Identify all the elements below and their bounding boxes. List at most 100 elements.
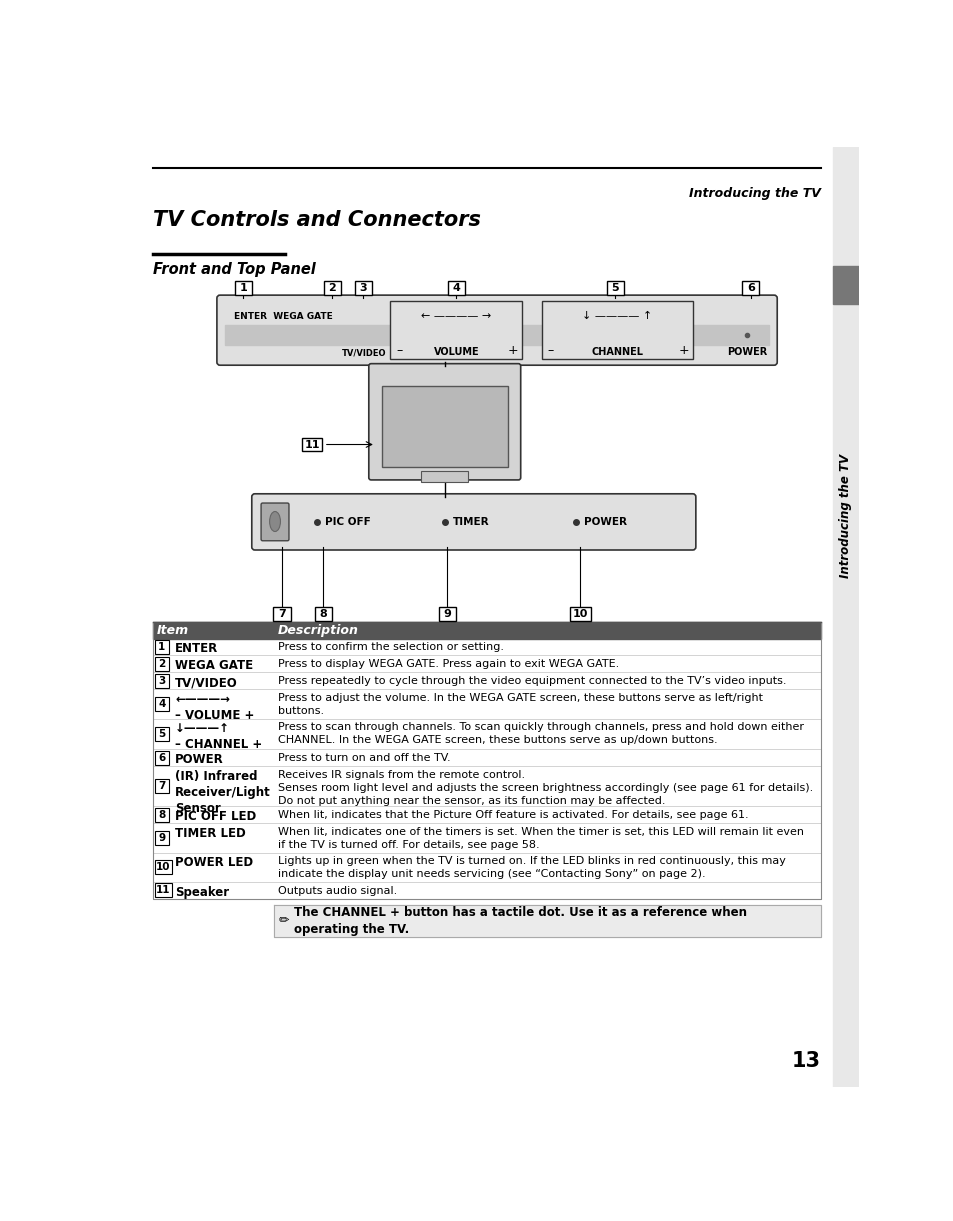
Text: 1: 1 — [158, 642, 165, 652]
Bar — [153, 621, 820, 639]
Text: +: + — [678, 344, 688, 358]
Text: TV/VIDEO: TV/VIDEO — [342, 348, 386, 358]
Text: 7: 7 — [158, 781, 166, 791]
Text: 7: 7 — [278, 609, 286, 619]
Text: 3: 3 — [359, 283, 367, 293]
Text: 11: 11 — [156, 885, 171, 895]
Bar — [154, 808, 169, 822]
Text: Receives IR signals from the remote control.
Senses room light level and adjusts: Receives IR signals from the remote cont… — [278, 770, 813, 806]
Bar — [154, 640, 169, 654]
Text: Press to display WEGA GATE. Press again to exit WEGA GATE.: Press to display WEGA GATE. Press again … — [278, 659, 618, 669]
Text: 13: 13 — [791, 1050, 820, 1071]
Bar — [355, 281, 372, 295]
Bar — [153, 719, 820, 750]
Text: 6: 6 — [746, 283, 754, 293]
Bar — [421, 471, 468, 482]
Ellipse shape — [270, 512, 280, 531]
Text: ←———→
– VOLUME +: ←———→ – VOLUME + — [174, 694, 254, 722]
Text: ↓ ———— ↑: ↓ ———— ↑ — [581, 310, 652, 321]
Bar — [381, 386, 507, 466]
Text: 5: 5 — [611, 283, 618, 293]
Text: TIMER: TIMER — [452, 516, 489, 526]
Bar — [153, 767, 820, 806]
Text: ↓———↑
– CHANNEL +: ↓———↑ – CHANNEL + — [174, 723, 262, 751]
Bar — [741, 281, 759, 295]
Text: Front and Top Panel: Front and Top Panel — [153, 263, 315, 277]
Text: PIC OFF LED: PIC OFF LED — [174, 811, 256, 823]
Bar — [447, 281, 464, 295]
Bar — [832, 266, 858, 304]
Text: POWER: POWER — [583, 516, 626, 526]
Bar — [153, 656, 820, 673]
Bar — [606, 281, 623, 295]
Text: CHANNEL: CHANNEL — [591, 348, 642, 358]
Text: POWER LED: POWER LED — [174, 856, 253, 869]
Bar — [153, 673, 820, 690]
Bar — [153, 750, 820, 767]
Bar — [438, 607, 456, 620]
Text: 3: 3 — [158, 676, 165, 686]
Text: Press repeatedly to cycle through the video equipment connected to the TV’s vide: Press repeatedly to cycle through the vi… — [278, 676, 786, 686]
Text: Press to confirm the selection or setting.: Press to confirm the selection or settin… — [278, 642, 503, 652]
Bar — [154, 779, 169, 794]
Text: TV Controls and Connectors: TV Controls and Connectors — [153, 210, 480, 230]
Bar — [390, 302, 521, 359]
Bar — [274, 607, 291, 620]
Bar — [154, 832, 169, 845]
Text: 10: 10 — [156, 862, 171, 872]
Text: Press to scan through channels. To scan quickly through channels, press and hold: Press to scan through channels. To scan … — [278, 723, 803, 745]
Text: 1: 1 — [239, 283, 247, 293]
FancyBboxPatch shape — [252, 493, 695, 549]
Bar — [234, 281, 252, 295]
FancyBboxPatch shape — [261, 503, 289, 541]
Text: When lit, indicates one of the timers is set. When the timer is set, this LED wi: When lit, indicates one of the timers is… — [278, 827, 803, 850]
Bar — [154, 697, 169, 711]
Text: 10: 10 — [572, 609, 587, 619]
Bar — [153, 639, 820, 656]
Bar — [541, 302, 692, 359]
Text: –: – — [547, 344, 554, 358]
FancyBboxPatch shape — [369, 364, 520, 480]
Bar — [154, 657, 169, 670]
Bar — [154, 674, 169, 687]
Text: Press to adjust the volume. In the WEGA GATE screen, these buttons serve as left: Press to adjust the volume. In the WEGA … — [278, 694, 762, 716]
Bar — [153, 823, 820, 852]
Text: 4: 4 — [452, 283, 460, 293]
Text: The CHANNEL + button has a tactile dot. Use it as a reference when
operating the: The CHANNEL + button has a tactile dot. … — [294, 906, 746, 937]
FancyBboxPatch shape — [216, 295, 777, 365]
Text: Introducing the TV: Introducing the TV — [839, 454, 851, 579]
Bar — [153, 690, 820, 719]
Text: ENTER  WEGA GATE: ENTER WEGA GATE — [233, 313, 333, 321]
Bar — [832, 147, 858, 1087]
Text: +: + — [507, 344, 517, 358]
Bar — [154, 726, 169, 741]
Text: ENTER: ENTER — [174, 642, 218, 656]
Text: WEGA GATE: WEGA GATE — [174, 659, 253, 673]
Bar — [154, 861, 172, 874]
Bar — [323, 281, 340, 295]
Text: 9: 9 — [158, 833, 165, 842]
Text: Press to turn on and off the TV.: Press to turn on and off the TV. — [278, 753, 450, 763]
Text: 11: 11 — [304, 440, 319, 449]
Text: 2: 2 — [328, 283, 335, 293]
Bar — [153, 882, 820, 899]
Text: –: – — [396, 344, 402, 358]
Text: POWER: POWER — [174, 753, 224, 767]
Text: Outputs audio signal.: Outputs audio signal. — [278, 885, 397, 896]
Bar — [224, 325, 769, 346]
Text: POWER: POWER — [726, 348, 766, 358]
Bar — [153, 806, 820, 823]
Text: 5: 5 — [158, 729, 165, 739]
Bar — [314, 607, 332, 620]
Text: 8: 8 — [319, 609, 327, 619]
Text: When lit, indicates that the Picture Off feature is activated. For details, see : When lit, indicates that the Picture Off… — [278, 811, 748, 821]
Text: Introducing the TV: Introducing the TV — [688, 187, 820, 199]
Text: 4: 4 — [158, 698, 166, 709]
Text: (IR) Infrared
Receiver/Light
Sensor: (IR) Infrared Receiver/Light Sensor — [174, 770, 271, 816]
Bar — [154, 751, 169, 764]
Text: Item: Item — [157, 624, 189, 636]
Text: ✏: ✏ — [278, 915, 289, 928]
Text: PIC OFF: PIC OFF — [324, 516, 370, 526]
Text: 8: 8 — [158, 810, 165, 819]
Text: TIMER LED: TIMER LED — [174, 827, 246, 840]
